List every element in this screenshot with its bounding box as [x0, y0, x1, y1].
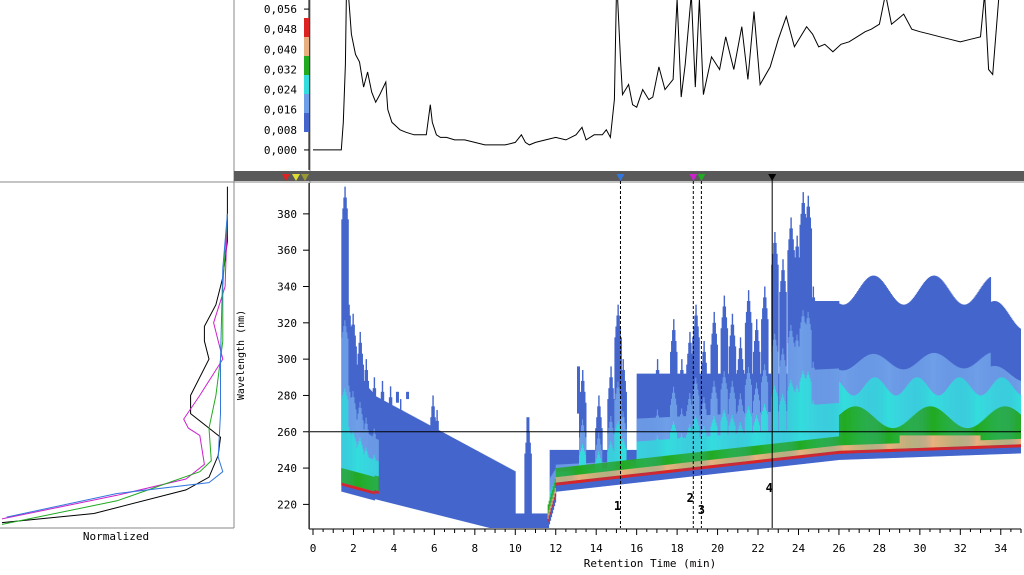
chromatogram-y-tick-label: 0,024 [264, 84, 297, 97]
slider-handle-icon[interactable] [301, 174, 309, 181]
contour-plot-area[interactable] [310, 183, 1021, 542]
y-tick-label: 260 [277, 426, 297, 439]
x-tick-label: 28 [873, 542, 886, 555]
chromatogram-y-tick-label: 0,008 [264, 124, 297, 137]
color-scale-segment [304, 37, 309, 56]
x-tick-label: 2 [350, 542, 357, 555]
x-tick-label: 0 [310, 542, 317, 555]
x-tick-label: 22 [751, 542, 764, 555]
color-scale-segment [304, 75, 309, 94]
marker-label-2: 2 [687, 491, 694, 505]
x-axis-label: Retention Time (min) [584, 557, 716, 570]
spectrum-curve-3 [1, 213, 228, 525]
y-tick-label: 220 [277, 498, 297, 511]
chromatogram-y-tick-label: 0,048 [264, 23, 297, 36]
x-tick-label: 18 [670, 542, 683, 555]
x-tick-label: 32 [954, 542, 967, 555]
y-tick-label: 360 [277, 244, 297, 257]
time-slider-bar[interactable] [234, 171, 1024, 181]
slider-handle-icon[interactable] [292, 174, 300, 181]
chromatogram-y-tick-label: 0,056 [264, 3, 297, 16]
slider-handle-icon[interactable] [282, 174, 290, 181]
y-tick-label: 380 [277, 208, 297, 221]
x-tick-label: 14 [590, 542, 604, 555]
marker-triangle-icon[interactable] [616, 174, 625, 181]
x-tick-label: 10 [509, 542, 522, 555]
spectrum-curve-2 [1, 213, 228, 520]
contour-overlay: 1 23 4 [282, 174, 1021, 528]
x-tick-label: 26 [832, 542, 845, 555]
chromatogram-panel: 0,000 0,008 0,016 0,024 0,032 0,040 0,048 0,056 [264, 0, 1000, 170]
color-scale-segment [304, 56, 309, 75]
marker-label-1: 1 [614, 499, 621, 513]
x-tick-label: 20 [711, 542, 724, 555]
y-tick-label: 300 [277, 353, 297, 366]
y-tick-label: 240 [277, 462, 297, 475]
color-scale-segment [304, 18, 309, 37]
y-tick-label: 280 [277, 389, 297, 402]
spectrum-curve-4 [6, 213, 228, 518]
marker-label-3: 3 [698, 503, 705, 517]
y-tick-label: 340 [277, 281, 297, 294]
marker-triangle-icon[interactable] [768, 174, 777, 181]
x-tick-label: 16 [630, 542, 643, 555]
marker-triangle-icon[interactable] [689, 174, 698, 181]
chromatogram-trace [313, 0, 1000, 151]
x-tick-label: 24 [792, 542, 806, 555]
x-tick-label: 8 [472, 542, 479, 555]
spectra-panel: Normalized [1, 186, 228, 543]
y-tick-label: 320 [277, 317, 297, 330]
marker-triangle-icon[interactable] [697, 174, 706, 181]
chromatogram-y-tick-label: 0,040 [264, 43, 297, 56]
chromatogram-y-tick-label: 0,032 [264, 63, 297, 76]
color-scale-segment [304, 94, 309, 113]
color-scale-segment [304, 113, 309, 132]
x-tick-label: 4 [391, 542, 398, 555]
chromatogram-y-tick-label: 0,000 [264, 144, 297, 157]
x-tick-label: 34 [994, 542, 1008, 555]
y-axis-label: Wavelength (nm) [236, 310, 247, 400]
x-tick-label: 30 [913, 542, 926, 555]
spectrum-curve-1 [1, 186, 228, 524]
x-tick-label: 6 [431, 542, 438, 555]
chromatogram-y-tick-label: 0,016 [264, 104, 297, 117]
x-tick-label: 12 [549, 542, 562, 555]
spectra-axis-label: Normalized [83, 530, 149, 543]
marker-label-4: 4 [766, 481, 773, 495]
